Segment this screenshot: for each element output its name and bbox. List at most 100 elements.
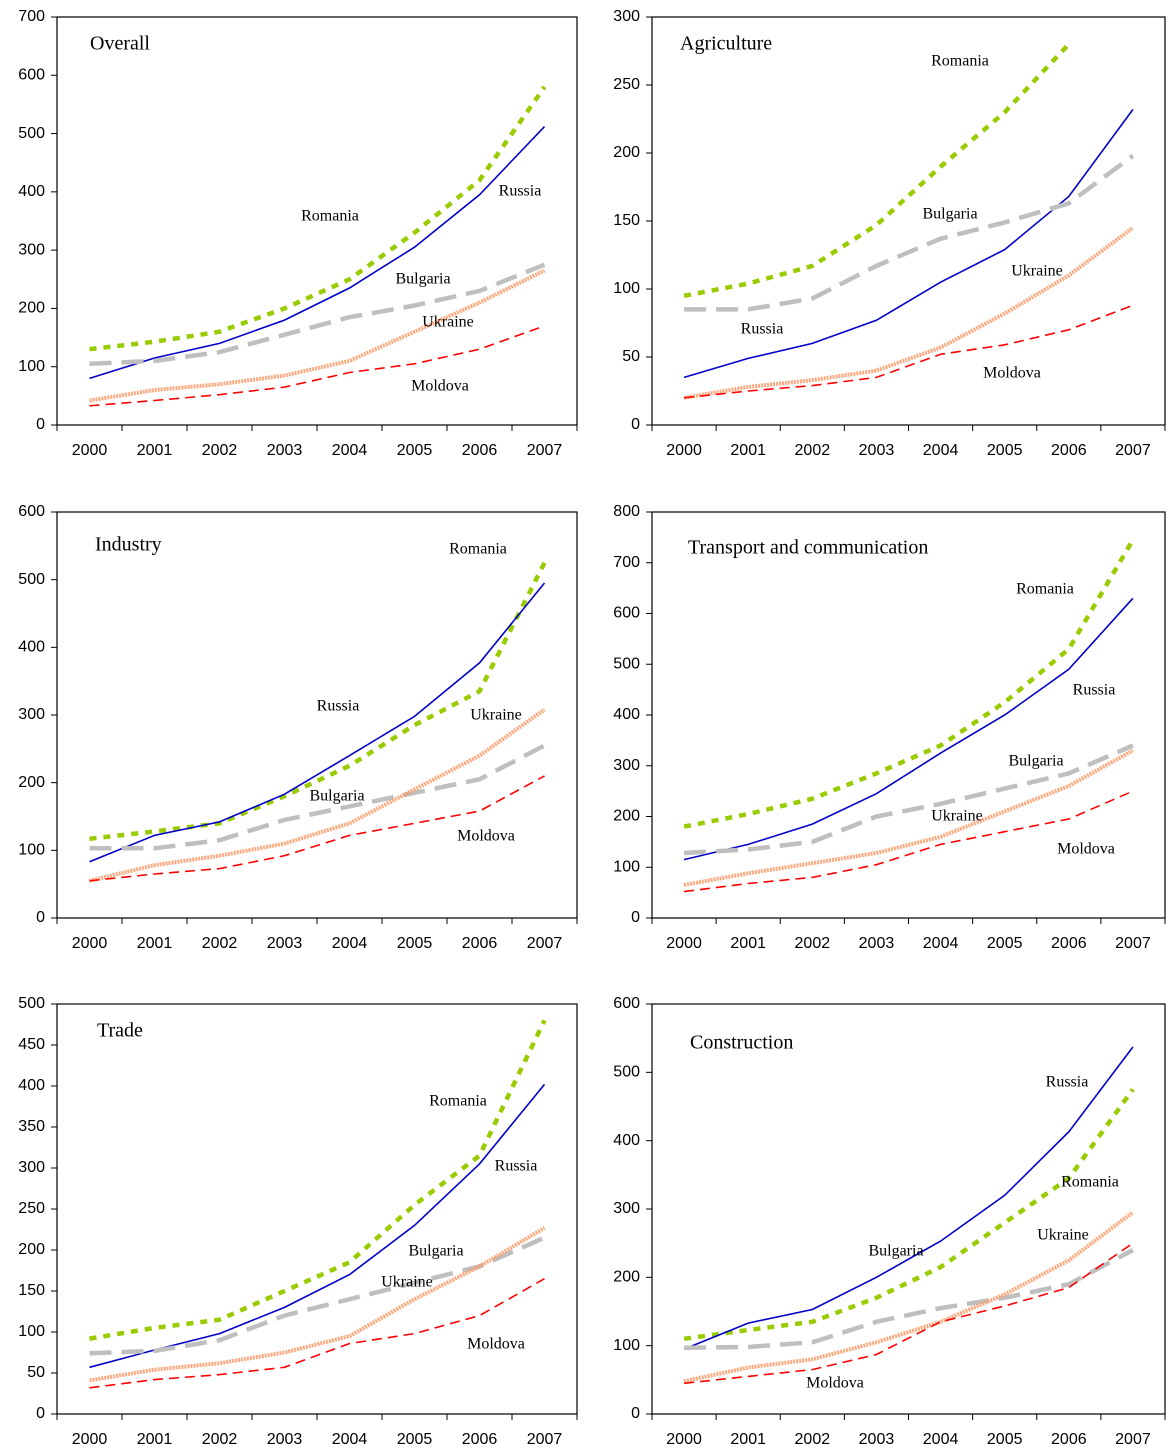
- series-line: [89, 582, 546, 863]
- series-line: [89, 126, 546, 380]
- y-tick-label: 100: [613, 1337, 640, 1354]
- y-tick-label: 250: [613, 76, 640, 93]
- series-line: [683, 1210, 1135, 1384]
- y-tick-label: 0: [36, 1405, 45, 1422]
- x-tick-label: 2002: [795, 442, 831, 459]
- series-line: [683, 42, 1071, 299]
- x-tick-label: 2001: [137, 935, 173, 952]
- y-tick-label: 100: [18, 358, 45, 375]
- x-tick-label: 2000: [72, 935, 108, 952]
- y-tick-label: 200: [613, 808, 640, 825]
- y-tick-label: 50: [27, 1364, 45, 1381]
- x-tick-label: 2004: [332, 442, 368, 459]
- plot-frame: [651, 1003, 1166, 1415]
- series-line: [89, 1226, 546, 1383]
- plot-frame: [56, 511, 578, 919]
- y-tick-label: 400: [18, 1077, 45, 1094]
- series-label: Russia: [741, 321, 784, 338]
- y-tick-label: 400: [18, 183, 45, 200]
- y-tick-label: 300: [18, 241, 45, 258]
- x-tick-label: 2005: [987, 1431, 1023, 1448]
- series-label: Ukraine: [1037, 1227, 1089, 1244]
- series-line: [683, 226, 1135, 400]
- x-tick-label: 2004: [332, 935, 368, 952]
- y-tick-label: 0: [631, 909, 640, 926]
- series-line: [684, 153, 1135, 312]
- chart-title: Overall: [90, 33, 150, 55]
- x-tick-label: 2002: [795, 935, 831, 952]
- y-tick-label: 200: [18, 774, 45, 791]
- series-label: Moldova: [467, 1336, 525, 1353]
- y-tick-label: 0: [631, 1405, 640, 1422]
- y-tick-label: 100: [18, 842, 45, 859]
- x-tick-label: 2000: [72, 1431, 108, 1448]
- series-label: Romania: [1016, 581, 1074, 598]
- series-label: Ukraine: [931, 808, 983, 825]
- chart-title: Construction: [690, 1032, 793, 1054]
- series-line: [684, 304, 1134, 399]
- y-tick-label: 400: [18, 639, 45, 656]
- series-label: Ukraine: [470, 707, 522, 724]
- y-tick-label: 600: [18, 67, 45, 84]
- x-tick-label: 2000: [666, 1431, 702, 1448]
- y-tick-label: 500: [613, 655, 640, 672]
- x-tick-label: 2002: [202, 935, 238, 952]
- x-tick-label: 2003: [859, 1431, 895, 1448]
- y-tick-label: 600: [613, 995, 640, 1012]
- y-tick-label: 200: [18, 300, 45, 317]
- series-label: Romania: [1061, 1174, 1119, 1191]
- series-label: Romania: [429, 1093, 487, 1110]
- series-line: [89, 775, 545, 882]
- y-tick-label: 700: [613, 554, 640, 571]
- series-label: Moldova: [1057, 841, 1115, 858]
- x-tick-label: 2002: [202, 1431, 238, 1448]
- chart-title: Transport and communication: [688, 537, 928, 559]
- y-tick-label: 500: [613, 1064, 640, 1081]
- series-line: [89, 743, 546, 851]
- x-tick-label: 2005: [397, 935, 433, 952]
- y-tick-label: 300: [613, 1200, 640, 1217]
- x-tick-label: 2006: [462, 935, 498, 952]
- y-tick-label: 150: [18, 1282, 45, 1299]
- series-line: [89, 268, 546, 403]
- series-line: [684, 1242, 1134, 1385]
- x-tick-label: 2001: [730, 935, 766, 952]
- series-line: [683, 790, 1134, 893]
- series-line: [89, 1235, 546, 1356]
- y-tick-label: 400: [613, 706, 640, 723]
- series-label: Moldova: [983, 365, 1041, 382]
- series-label: Moldova: [457, 828, 515, 845]
- series-label: Russia: [317, 698, 360, 715]
- series-label: Romania: [931, 53, 989, 70]
- series-line: [89, 1019, 547, 1341]
- chart-title: Industry: [95, 534, 162, 556]
- y-tick-label: 250: [18, 1200, 45, 1217]
- chart-title: Trade: [97, 1020, 143, 1042]
- x-tick-label: 2007: [527, 1431, 563, 1448]
- y-tick-label: 700: [18, 8, 45, 25]
- series-label: Romania: [301, 208, 359, 225]
- series-line: [683, 1046, 1134, 1350]
- y-tick-label: 50: [622, 348, 640, 365]
- y-tick-label: 800: [613, 503, 640, 520]
- x-tick-label: 2000: [666, 442, 702, 459]
- y-tick-label: 0: [36, 909, 45, 926]
- x-tick-label: 2003: [267, 442, 303, 459]
- series-label: Bulgaria: [868, 1243, 923, 1260]
- y-tick-label: 600: [613, 605, 640, 622]
- series-label: Ukraine: [1011, 263, 1063, 280]
- series-line: [89, 85, 547, 352]
- y-tick-label: 100: [18, 1323, 45, 1340]
- x-tick-label: 2005: [397, 1431, 433, 1448]
- series-label: Bulgaria: [1008, 753, 1063, 770]
- series-label: Russia: [499, 183, 542, 200]
- x-tick-label: 2006: [1051, 442, 1087, 459]
- y-tick-label: 300: [613, 8, 640, 25]
- x-tick-label: 2003: [267, 1431, 303, 1448]
- series-label: Ukraine: [422, 314, 474, 331]
- series-line: [683, 1088, 1135, 1342]
- x-tick-label: 2007: [527, 935, 563, 952]
- y-tick-label: 500: [18, 125, 45, 142]
- y-tick-label: 500: [18, 995, 45, 1012]
